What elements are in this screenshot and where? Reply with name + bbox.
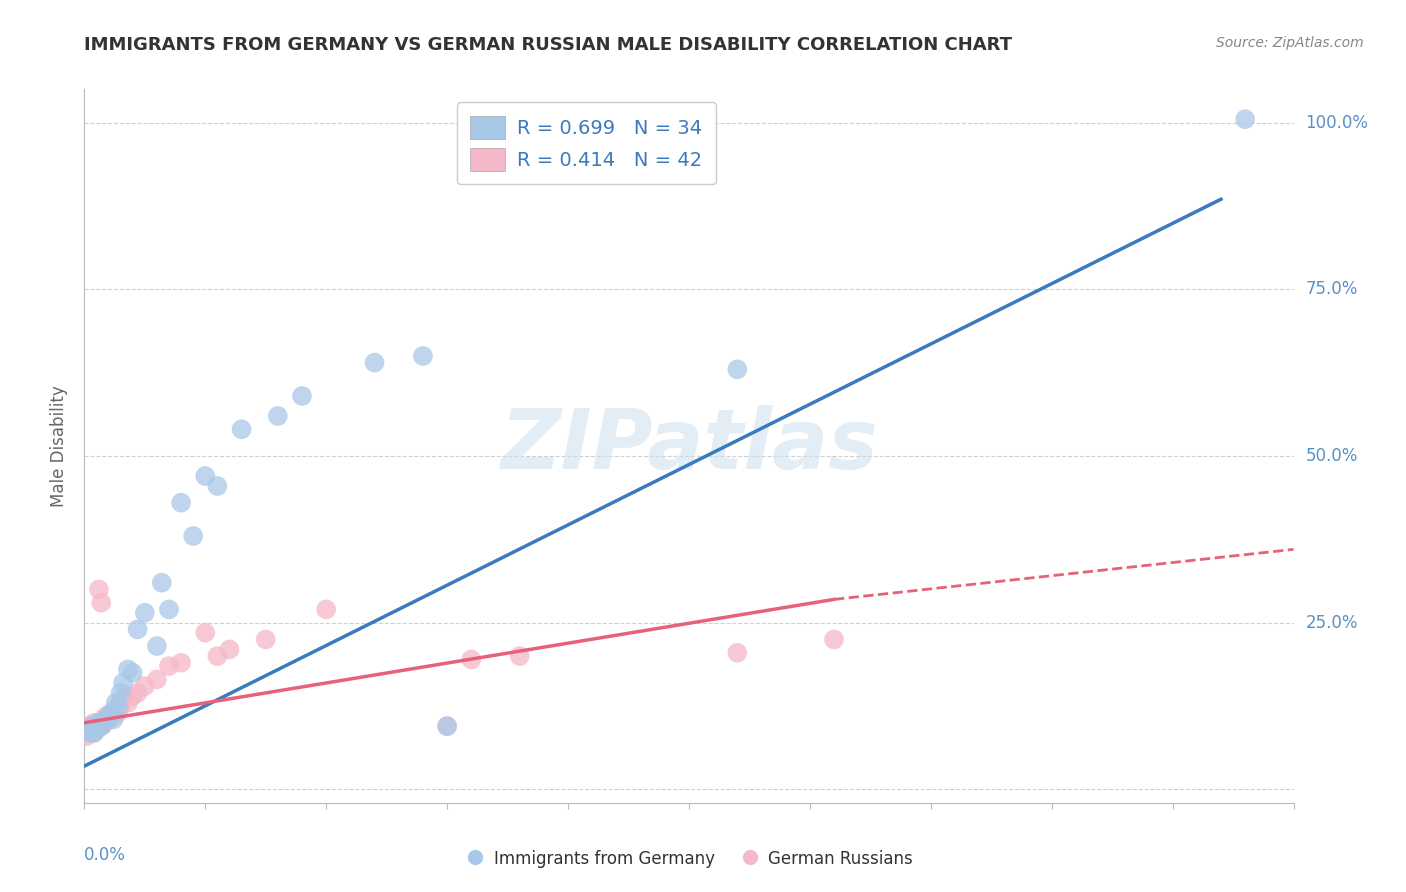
Point [194,469,217,483]
Point [100,706,122,720]
Point [725,646,748,660]
Point [363,356,385,370]
Point [460,652,482,666]
Point [117,662,139,676]
Point [121,689,143,703]
Point [112,692,135,706]
Point [104,696,127,710]
Point [83,725,105,739]
Text: Source: ZipAtlas.com: Source: ZipAtlas.com [1216,36,1364,50]
Point [87,715,110,730]
Point [157,659,180,673]
Text: 75.0%: 75.0% [1306,280,1358,298]
Text: 0.0%: 0.0% [84,846,127,863]
Point [87,582,110,597]
Point [121,665,143,680]
Point [254,632,277,647]
Point [207,479,229,493]
Point [134,606,156,620]
Point [80,723,103,737]
Point [150,575,173,590]
Text: 50.0%: 50.0% [1306,447,1358,465]
Point [94,713,117,727]
Point [725,362,748,376]
Point [86,719,108,733]
Point [97,709,120,723]
Point [1234,112,1257,127]
Point [103,713,125,727]
Point [291,389,314,403]
Point [90,719,112,733]
Point [86,723,108,737]
Point [100,710,122,724]
Y-axis label: Male Disability: Male Disability [51,385,69,507]
Point [170,656,193,670]
Point [509,649,531,664]
Legend: R = 0.699   N = 34, R = 0.414   N = 42: R = 0.699 N = 34, R = 0.414 N = 42 [457,103,716,185]
Point [127,686,149,700]
Text: 100.0%: 100.0% [1306,113,1368,131]
Point [83,725,105,739]
Point [170,496,193,510]
Point [97,709,120,723]
Point [77,725,100,739]
Point [194,625,217,640]
Point [112,675,135,690]
Point [127,623,149,637]
Point [87,715,110,730]
Point [110,686,132,700]
Point [77,719,100,733]
Point [110,699,132,714]
Point [86,723,108,737]
Point [83,715,105,730]
Point [823,632,845,647]
Point [436,719,458,733]
Point [114,689,136,703]
Text: IMMIGRANTS FROM GERMANY VS GERMAN RUSSIAN MALE DISABILITY CORRELATION CHART: IMMIGRANTS FROM GERMANY VS GERMAN RUSSIA… [84,36,1012,54]
Point [436,719,458,733]
Point [157,602,180,616]
Point [94,709,117,723]
Text: ZIPatlas: ZIPatlas [501,406,877,486]
Text: 25.0%: 25.0% [1306,614,1358,632]
Point [207,649,229,664]
Point [146,639,169,653]
Point [315,602,337,616]
Point [103,706,125,720]
Point [104,702,127,716]
Point [93,715,115,730]
Point [97,713,120,727]
Point [76,729,98,743]
Legend: Immigrants from Germany, German Russians: Immigrants from Germany, German Russians [458,843,920,875]
Point [107,699,129,714]
Point [267,409,290,423]
Point [117,696,139,710]
Point [134,679,156,693]
Point [146,673,169,687]
Point [93,713,115,727]
Point [90,719,112,733]
Point [218,642,240,657]
Point [90,596,112,610]
Point [412,349,434,363]
Point [110,696,132,710]
Point [77,725,100,739]
Point [93,717,115,731]
Point [80,719,103,733]
Point [231,422,253,436]
Point [181,529,204,543]
Point [107,706,129,720]
